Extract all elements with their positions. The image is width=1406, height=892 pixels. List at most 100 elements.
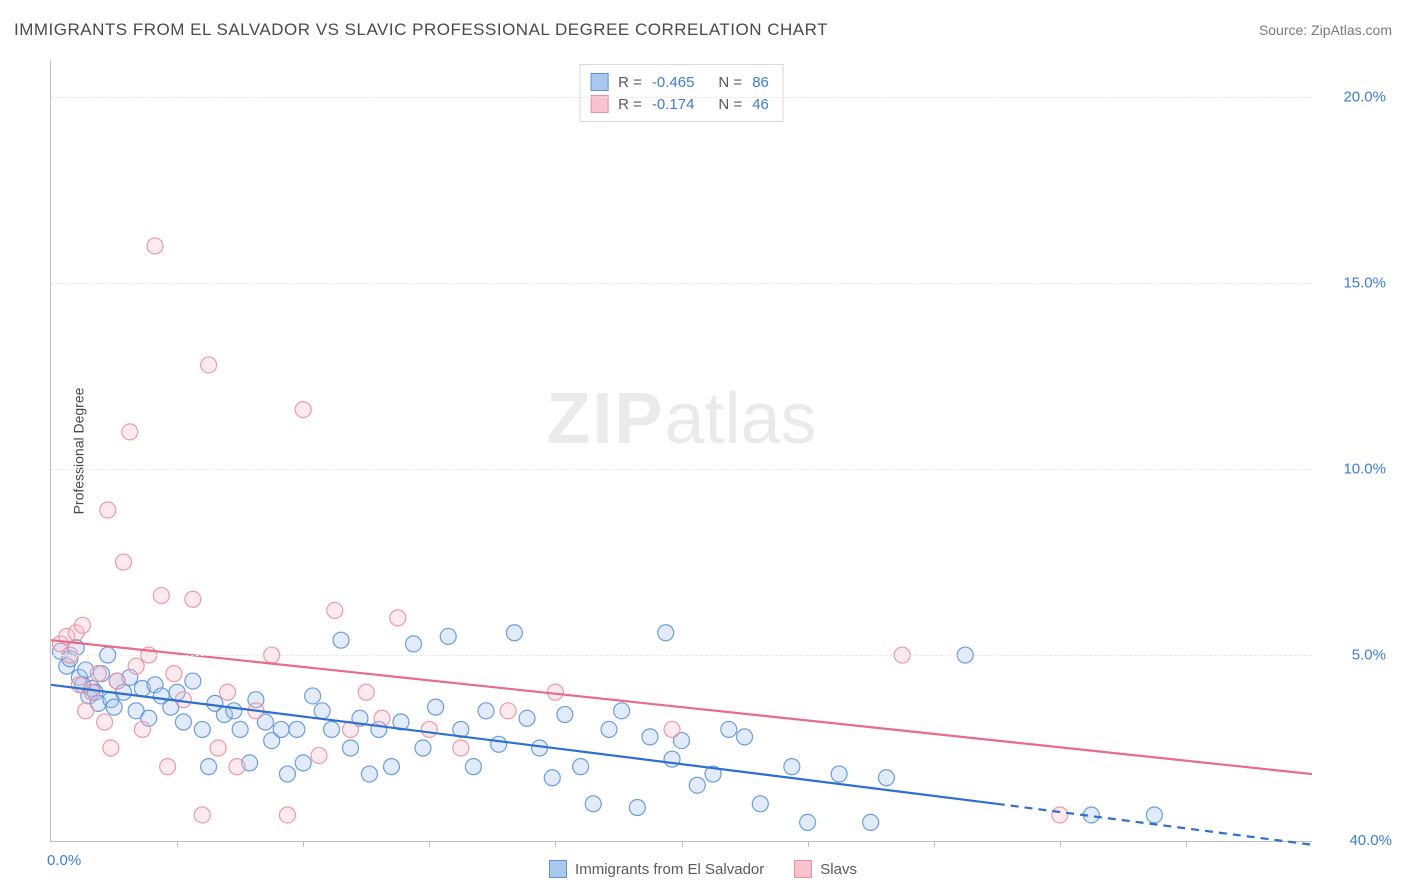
trend-line [51, 685, 997, 804]
data-point [210, 740, 226, 756]
stat-n-label-1: N = [718, 74, 742, 91]
data-point [642, 729, 658, 745]
data-point [629, 800, 645, 816]
gridline [51, 97, 1312, 98]
data-point [614, 703, 630, 719]
x-tick [934, 841, 935, 847]
gridline [51, 655, 1312, 656]
source-link[interactable]: ZipAtlas.com [1311, 22, 1392, 38]
y-tick-label: 20.0% [1326, 89, 1386, 106]
data-point [478, 703, 494, 719]
data-point [415, 740, 431, 756]
data-point [465, 759, 481, 775]
x-tick [429, 841, 430, 847]
data-point [229, 759, 245, 775]
data-point [78, 703, 94, 719]
data-point [327, 602, 343, 618]
data-point [544, 770, 560, 786]
data-point [421, 721, 437, 737]
chart-title: IMMIGRANTS FROM EL SALVADOR VS SLAVIC PR… [14, 20, 828, 40]
data-point [664, 721, 680, 737]
data-point [506, 625, 522, 641]
legend-item-2: Slavs [794, 860, 857, 878]
x-axis-max-label: 40.0% [1349, 832, 1392, 849]
source-label: Source: [1259, 22, 1311, 38]
data-point [878, 770, 894, 786]
x-tick [682, 841, 683, 847]
data-point [153, 588, 169, 604]
data-point [406, 636, 422, 652]
data-point [166, 666, 182, 682]
data-point [279, 766, 295, 782]
data-point [220, 684, 236, 700]
data-point [103, 740, 119, 756]
legend-label-2: Slavs [820, 861, 857, 878]
data-point [342, 740, 358, 756]
data-point [557, 707, 573, 723]
data-point [601, 721, 617, 737]
data-point [689, 777, 705, 793]
data-point [194, 807, 210, 823]
data-point [585, 796, 601, 812]
data-point [800, 814, 816, 830]
x-tick [1186, 841, 1187, 847]
data-point [128, 658, 144, 674]
plot-area: ZIPatlas Professional Degree 0.0% 40.0% … [50, 60, 1312, 842]
data-point [289, 721, 305, 737]
x-tick [555, 841, 556, 847]
data-point [201, 357, 217, 373]
swatch-series-1 [590, 73, 608, 91]
data-point [390, 610, 406, 626]
data-point [664, 751, 680, 767]
data-point [201, 759, 217, 775]
stat-n-value-1: 86 [752, 74, 769, 91]
data-point [106, 699, 122, 715]
data-point [109, 673, 125, 689]
data-point [295, 755, 311, 771]
data-point [185, 673, 201, 689]
data-point [383, 759, 399, 775]
data-point [374, 710, 390, 726]
data-point [721, 721, 737, 737]
data-point [273, 721, 289, 737]
data-point [1146, 807, 1162, 823]
data-point [500, 703, 516, 719]
x-tick [1060, 841, 1061, 847]
x-tick [177, 841, 178, 847]
data-point [737, 729, 753, 745]
data-point [831, 766, 847, 782]
data-point [305, 688, 321, 704]
stat-r-value-1: -0.465 [652, 74, 695, 91]
data-point [185, 591, 201, 607]
data-point [147, 238, 163, 254]
y-tick-label: 10.0% [1326, 461, 1386, 478]
x-tick [303, 841, 304, 847]
data-point [175, 714, 191, 730]
data-point [160, 759, 176, 775]
data-point [97, 714, 113, 730]
data-point [311, 747, 327, 763]
chart-svg [51, 60, 1312, 841]
data-point [333, 632, 349, 648]
data-point [295, 402, 311, 418]
data-point [863, 814, 879, 830]
data-point [279, 807, 295, 823]
data-point [324, 721, 340, 737]
data-point [122, 424, 138, 440]
data-point [658, 625, 674, 641]
data-point [573, 759, 589, 775]
data-point [226, 703, 242, 719]
data-point [519, 710, 535, 726]
x-tick [808, 841, 809, 847]
correlation-stats-box: R = -0.465 N = 86 R = -0.174 N = 46 [579, 64, 784, 122]
stat-row-series-1: R = -0.465 N = 86 [590, 71, 769, 93]
data-point [116, 554, 132, 570]
data-point [1052, 807, 1068, 823]
data-point [84, 684, 100, 700]
data-point [491, 736, 507, 752]
data-point [784, 759, 800, 775]
legend-item-1: Immigrants from El Salvador [549, 860, 764, 878]
data-point [90, 666, 106, 682]
data-point [100, 502, 116, 518]
data-point [194, 721, 210, 737]
